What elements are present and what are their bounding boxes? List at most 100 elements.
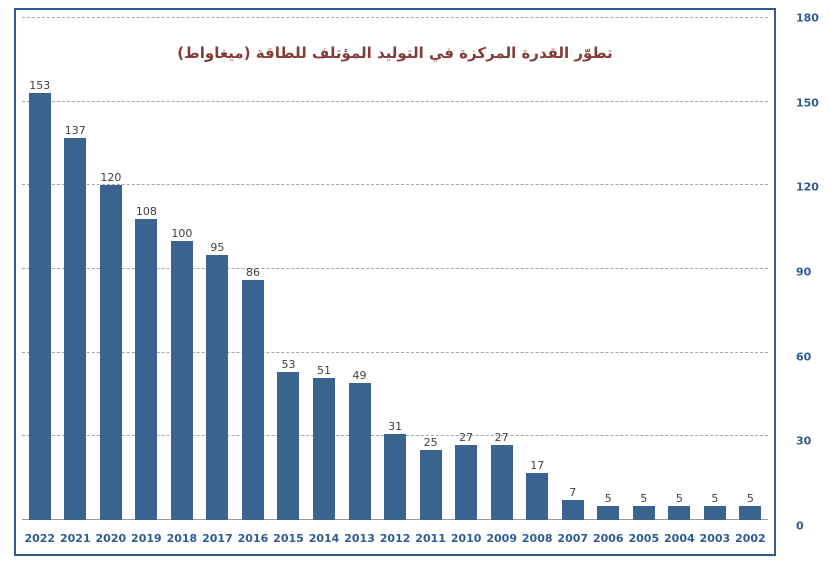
- gridline: [22, 17, 768, 18]
- bar-2021: [64, 137, 87, 520]
- bar-2004: [668, 506, 691, 520]
- x-tick-label: 2017: [202, 531, 233, 545]
- y-tick-label: 180: [796, 11, 819, 25]
- plot-area: 153 137 120 108 100 95 86 53 51 49 31 25 27 27 17 7 5 5 5 5…: [22, 17, 768, 520]
- bar-2008: [526, 472, 549, 520]
- bar-2018: [170, 241, 193, 520]
- bar-2002: [739, 506, 762, 520]
- bar-value-label: 5: [640, 492, 648, 506]
- x-tick-label: 2022: [24, 531, 56, 545]
- chart-title: تطوّر القدرة المركزة في التوليد المؤتلف …: [177, 44, 613, 62]
- bar-value-label: 49: [352, 369, 367, 383]
- bar-value-label: 27: [494, 430, 509, 444]
- x-tick-label: 2021: [59, 531, 91, 545]
- x-tick-label: 2008: [521, 531, 553, 545]
- x-tick-label: 2014: [308, 531, 340, 545]
- x-tick-label: 2004: [664, 531, 695, 545]
- bar-value-label: 95: [210, 241, 225, 255]
- bar-2010: [455, 444, 478, 520]
- x-tick-label: 2013: [344, 531, 375, 545]
- bar-slot: 27: [448, 18, 484, 520]
- bar-value-label: 5: [675, 492, 683, 506]
- bar-value-label: 86: [245, 266, 260, 280]
- bar-2017: [206, 255, 229, 520]
- bar-slot: 5: [733, 18, 769, 520]
- x-tick-label: 2006: [592, 531, 624, 545]
- bar-2020: [99, 185, 122, 520]
- gridline: [22, 268, 768, 269]
- bar-slot: 25: [413, 18, 449, 520]
- bar-2016: [241, 280, 264, 520]
- bar-2015: [277, 372, 300, 520]
- bar-slot: 53: [271, 18, 307, 520]
- x-tick-label: 2002: [735, 531, 766, 545]
- y-axis-labels: 0 30 60 90 120 150 180: [782, 13, 828, 532]
- bar-2013: [348, 383, 371, 520]
- x-tick-label: 2009: [486, 531, 517, 545]
- bar-2007: [561, 500, 584, 520]
- bar-slot: 27: [484, 18, 520, 520]
- bar-2006: [597, 506, 620, 520]
- bar-2009: [490, 444, 513, 520]
- gridline: [22, 100, 768, 102]
- bar-slot: 95: [200, 18, 236, 520]
- bar-slot: 5: [626, 18, 662, 520]
- y-tick-label: 120: [796, 180, 819, 194]
- x-axis-labels: 2022 2021 2020 2019 2018 2017 2016 2015 2014 2013…: [22, 528, 768, 548]
- bar-slot: 108: [129, 18, 165, 520]
- x-tick-label: 2007: [557, 531, 589, 545]
- x-tick-label: 2003: [699, 531, 731, 545]
- bar-slot: 51: [306, 18, 342, 520]
- bar-slot: 100: [164, 18, 200, 520]
- bar-slot: 17: [519, 18, 555, 520]
- bar-2019: [135, 218, 158, 520]
- bar-slot: 7: [555, 18, 591, 520]
- y-tick-label: 90: [796, 265, 812, 279]
- chart-frame: تطوّر القدرة المركزة في التوليد المؤتلف …: [14, 8, 776, 556]
- bar-slot: 49: [342, 18, 378, 520]
- bar-value-label: 137: [64, 123, 86, 137]
- y-tick-label: 60: [796, 350, 812, 364]
- bars-row: 153 137 120 108 100 95 86 53 51 49 31 25 27 27 17 7 5 5 5 5…: [22, 18, 768, 520]
- bar-slot: 86: [235, 18, 271, 520]
- bar-value-label: 7: [569, 486, 577, 500]
- y-tick-label: 30: [796, 434, 812, 448]
- bar-value-label: 5: [604, 492, 612, 506]
- bar-value-label: 31: [388, 419, 403, 433]
- bar-slot: 137: [58, 18, 94, 520]
- bar-2012: [384, 433, 407, 520]
- bar-2003: [703, 506, 726, 520]
- bar-slot: 5: [591, 18, 627, 520]
- bar-2022: [28, 93, 51, 520]
- x-tick-label: 2019: [131, 531, 162, 545]
- bar-value-label: 17: [530, 458, 545, 472]
- x-tick-label: 2018: [166, 531, 198, 545]
- bar-2005: [632, 506, 655, 520]
- bar-value-label: 51: [317, 363, 332, 377]
- bar-value-label: 5: [746, 492, 754, 506]
- bar-value-label: 27: [459, 430, 474, 444]
- bar-slot: 120: [93, 18, 129, 520]
- y-tick-label: 0: [796, 519, 804, 533]
- x-tick-label: 2016: [237, 531, 269, 545]
- x-tick-label: 2010: [450, 531, 482, 545]
- x-tick-label: 2015: [273, 531, 304, 545]
- bar-2014: [313, 377, 336, 520]
- bar-value-label: 153: [29, 79, 51, 93]
- bar-value-label: 5: [711, 492, 719, 506]
- bar-value-label: 108: [135, 204, 157, 218]
- bar-slot: 5: [697, 18, 733, 520]
- x-tick-label: 2020: [95, 531, 127, 545]
- x-tick-label: 2012: [379, 531, 411, 545]
- bar-slot: 31: [377, 18, 413, 520]
- bar-slot: 5: [662, 18, 698, 520]
- bar-slot: 153: [22, 18, 58, 520]
- gridline: [22, 184, 768, 186]
- bar-2011: [419, 450, 442, 520]
- bar-value-label: 100: [171, 227, 193, 241]
- bar-value-label: 25: [423, 436, 438, 450]
- x-tick-label: 2005: [628, 531, 660, 545]
- bar-value-label: 53: [281, 358, 296, 372]
- bar-value-label: 120: [100, 171, 122, 185]
